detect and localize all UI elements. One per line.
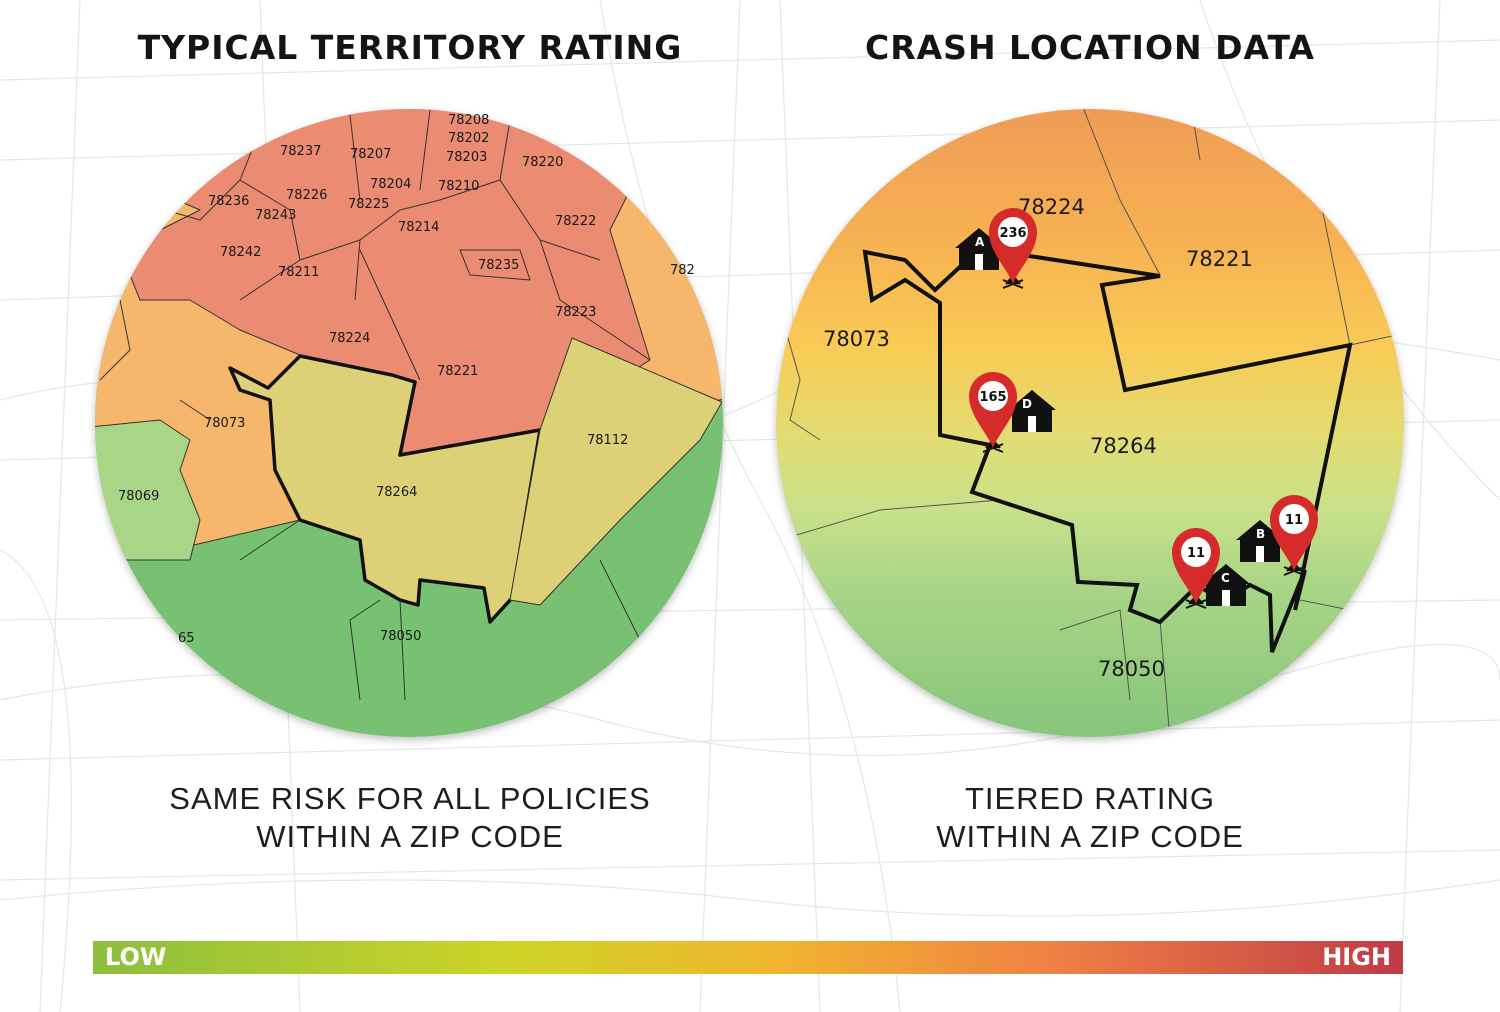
map-pin-icon: 236 [989, 208, 1037, 289]
zip-label: 78073 [823, 327, 890, 351]
pin-count: 11 [1187, 546, 1205, 561]
zip-label: 78208 [448, 113, 489, 128]
zip-label: 78242 [220, 245, 261, 260]
pin-count: 236 [999, 226, 1026, 241]
right-panel-title: CRASH LOCATION DATA [865, 28, 1315, 67]
left-zip-labels: 78208 78202 78203 78237 78207 78220 7820… [118, 113, 695, 646]
map-pin-icon: 165 [969, 372, 1017, 453]
right-zip-labels: 78224 78221 78073 78264 78050 [823, 195, 1253, 681]
pin-count: 165 [979, 390, 1006, 405]
zip-label: 78243 [255, 208, 296, 223]
zip-label: 78050 [1098, 657, 1165, 681]
zip-label: 78211 [278, 265, 319, 280]
zip-label: 78203 [446, 150, 487, 165]
zip-label: 78235 [478, 258, 519, 273]
svg-text:D: D [1022, 397, 1032, 411]
left-caption: SAME RISK FOR ALL POLICIES WITHIN A ZIP … [110, 780, 710, 856]
zip-label: 78214 [398, 220, 439, 235]
zip-label: 78226 [286, 188, 327, 203]
zip-label: 78069 [118, 489, 159, 504]
legend-low-label: LOW [105, 943, 167, 971]
right-caption-line1: TIERED RATING [964, 781, 1216, 816]
zip-label: 78221 [1186, 247, 1253, 271]
zip-label: 78236 [208, 194, 249, 209]
left-panel-title: TYPICAL TERRITORY RATING [137, 28, 683, 67]
zone-78069 [95, 419, 201, 561]
svg-text:A: A [975, 235, 985, 249]
zip-label: 78223 [555, 305, 596, 320]
risk-legend-bar: LOW HIGH [93, 941, 1403, 974]
right-map-disc [776, 109, 1404, 737]
zip-label: 78237 [280, 144, 321, 159]
pin-count: 11 [1285, 513, 1303, 528]
zip-label: 78225 [348, 197, 389, 212]
house-icon: D [1008, 390, 1056, 432]
zip-label: 782 [670, 263, 695, 278]
map-pin-icon: 11 [1270, 495, 1318, 576]
zip-label: 78207 [350, 147, 391, 162]
legend-high-label: HIGH [1322, 943, 1391, 971]
left-caption-line1: SAME RISK FOR ALL POLICIES [169, 781, 651, 816]
svg-text:B: B [1256, 527, 1265, 541]
crash-pins: 236 165 11 11 [969, 208, 1318, 609]
zip-label: 78264 [376, 485, 417, 500]
zip-label: 78073 [204, 416, 245, 431]
zip-label: 78222 [555, 214, 596, 229]
zip-label: 78050 [380, 629, 421, 644]
zone-78112 [509, 337, 723, 606]
right-caption-line2: WITHIN A ZIP CODE [936, 819, 1244, 854]
zip-label: 78202 [448, 131, 489, 146]
zip-label: 78112 [587, 433, 628, 448]
zip-label: 78204 [370, 177, 411, 192]
zip-label: 78220 [522, 155, 563, 170]
left-caption-line2: WITHIN A ZIP CODE [256, 819, 564, 854]
zip-label: 78264 [1090, 434, 1157, 458]
house-icon: C [1202, 564, 1250, 606]
zip-label: 65 [178, 631, 195, 646]
right-caption: TIERED RATING WITHIN A ZIP CODE [790, 780, 1390, 856]
zip-label: 78224 [329, 331, 370, 346]
map-pin-icon: 11 [1172, 528, 1220, 609]
svg-text:C: C [1221, 571, 1230, 585]
zip-label: 78210 [438, 179, 479, 194]
zip-label: 78221 [437, 364, 478, 379]
zone-78264 [228, 354, 542, 624]
